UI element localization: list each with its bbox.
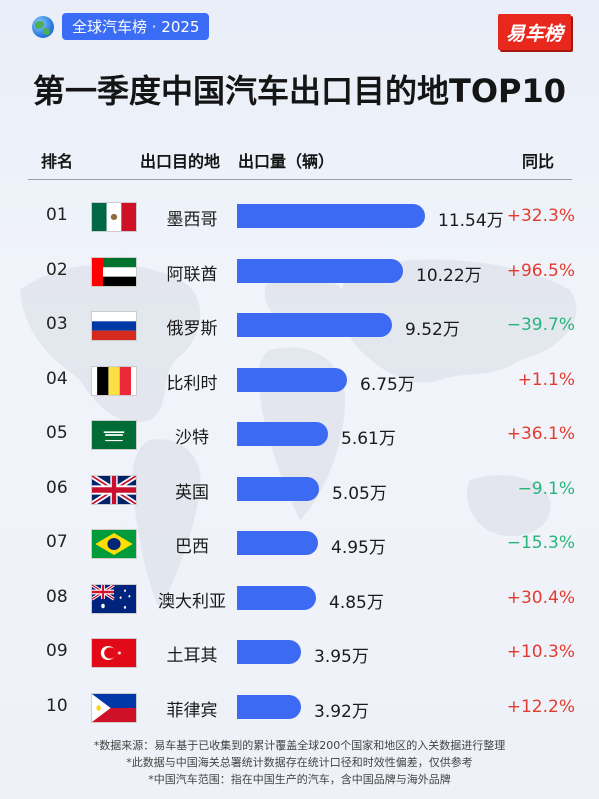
header-yoy: 同比 <box>522 152 555 171</box>
ranking-row: 09 土耳其 3.95万 +10.3% <box>0 633 599 673</box>
bar-value-label: 9.52万 <box>405 320 460 340</box>
bar-value-label: 4.95万 <box>331 538 386 558</box>
ranking-row: 03 俄罗斯 9.52万 −39.7% <box>0 306 599 346</box>
bar <box>237 531 318 555</box>
ranking-row: 04 比利时 6.75万 +1.1% <box>0 361 599 401</box>
bar-value-label: 11.54万 <box>438 211 504 231</box>
bar <box>237 204 425 228</box>
yoy-change: +96.5% <box>506 260 575 281</box>
bar-value-label: 6.75万 <box>360 374 415 395</box>
brand-logo: 易车榜 <box>498 14 571 50</box>
header-divider <box>28 179 572 180</box>
turkey-flag-icon <box>92 639 136 667</box>
yoy-change: −39.7% <box>506 315 575 335</box>
header-volume: 出口量（辆） <box>238 152 335 171</box>
rank-number: 08 <box>46 586 68 607</box>
country-name: 巴西 <box>175 537 209 557</box>
bar <box>237 476 319 501</box>
ranking-row: 01 墨西哥 11.54万 +32.3% <box>0 197 599 237</box>
ranking-row: 08 澳大利亚 4.85万 +30.4% <box>0 579 599 619</box>
header-rank: 排名 <box>41 152 74 171</box>
bar-value-label: 5.61万 <box>341 429 396 449</box>
ranking-tag: 全球汽车榜 · 2025 <box>62 13 210 40</box>
yoy-change: +12.2% <box>506 696 575 717</box>
bar-value-label: 3.95万 <box>314 647 369 667</box>
country-name: 土耳其 <box>166 646 218 666</box>
bar-value-label: 5.05万 <box>332 483 387 504</box>
bar <box>237 640 301 664</box>
yoy-change: +32.3% <box>506 206 575 226</box>
rank-number: 09 <box>46 641 68 661</box>
rank-number: 02 <box>46 259 68 280</box>
bar <box>237 313 392 337</box>
ranking-row: 07 巴西 4.95万 −15.3% <box>0 524 599 564</box>
globe-icon <box>32 15 54 38</box>
footnote-scope: *中国汽车范围：指在中国生产的汽车，含中国品牌与海外品牌 <box>148 773 451 786</box>
bar <box>237 694 301 719</box>
rank-number: 05 <box>46 423 68 443</box>
ranking-row: 05 沙特 5.61万 +36.1% <box>0 415 599 455</box>
page-title: 第一季度中国汽车出口目的地TOP10 <box>32 72 567 110</box>
footnote-disclaimer: *此数据与中国海关总署统计数据存在统计口径和时效性偏差，仅供参考 <box>126 756 473 769</box>
yoy-change: −9.1% <box>517 478 575 499</box>
yoy-change: +30.4% <box>506 587 575 608</box>
rank-number: 03 <box>46 314 68 334</box>
rank-number: 07 <box>46 532 68 552</box>
country-name: 俄罗斯 <box>166 319 218 339</box>
russia-flag-icon <box>92 312 136 340</box>
rank-number: 06 <box>46 477 68 498</box>
country-name: 菲律宾 <box>166 700 218 721</box>
uk-flag-icon <box>92 475 136 504</box>
rank-number: 01 <box>46 205 68 225</box>
mexico-flag-icon <box>92 203 136 231</box>
yoy-change: +1.1% <box>517 369 575 390</box>
saudi-flag-icon <box>92 421 136 449</box>
country-name: 沙特 <box>175 428 209 448</box>
australia-flag-icon <box>92 584 136 613</box>
bar-value-label: 3.92万 <box>314 701 369 722</box>
bar <box>237 422 328 446</box>
country-name: 阿联酋 <box>166 264 218 285</box>
country-name: 比利时 <box>166 373 218 394</box>
yoy-change: +10.3% <box>506 642 575 662</box>
rank-number: 10 <box>46 695 68 716</box>
bar <box>237 367 347 392</box>
belgium-flag-icon <box>92 366 136 395</box>
philippines-flag-icon <box>92 693 136 722</box>
yoy-change: +36.1% <box>506 424 575 444</box>
ranking-row: 06 英国 5.05万 −9.1% <box>0 470 599 510</box>
footnotes: *数据来源：易车基于已收集到的累计覆盖全球200个国家和地区的入关数据进行整理 … <box>0 737 599 788</box>
rank-number: 04 <box>46 368 68 389</box>
bar <box>237 258 403 283</box>
country-name: 英国 <box>175 482 209 503</box>
country-name: 澳大利亚 <box>158 591 226 612</box>
ranking-row: 10 菲律宾 3.92万 +12.2% <box>0 688 599 728</box>
bar <box>237 585 316 610</box>
footnote-source: *数据来源：易车基于已收集到的累计覆盖全球200个国家和地区的入关数据进行整理 <box>93 739 506 752</box>
country-name: 墨西哥 <box>166 210 218 230</box>
brazil-flag-icon <box>92 530 136 558</box>
header-country: 出口目的地 <box>140 152 221 171</box>
header-tag-row: 全球汽车榜 · 2025 <box>32 13 210 40</box>
ranking-row: 02 阿联酋 10.22万 +96.5% <box>0 252 599 292</box>
uae-flag-icon <box>92 257 136 286</box>
yoy-change: −15.3% <box>506 533 575 553</box>
bar-value-label: 10.22万 <box>416 265 482 286</box>
bar-value-label: 4.85万 <box>329 592 384 613</box>
